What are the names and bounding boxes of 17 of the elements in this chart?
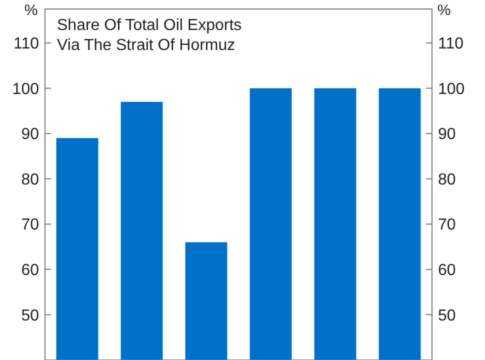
y2-tick-label: 70 [438,216,456,234]
y2-tick-label: 60 [438,262,456,280]
y2-axis-title: % [437,2,451,19]
y-axis-title: % [24,2,38,19]
y2-tick-label: 100 [438,80,465,98]
y2-tick-label: 50 [438,307,456,324]
y-tick-label: 90 [21,126,40,144]
y-tick-label: 50 [21,307,40,324]
y-tick-label: 80 [21,171,40,188]
y-tick-label: 60 [21,262,40,280]
y-tick-label: 110 [13,36,40,53]
y2-tick-label: 90 [438,126,456,144]
y2-tick-label: 80 [438,171,456,188]
text: Share Of Total Oil Exports Via The Strait Of Hormuz [57,17,242,54]
y-tick-label: 70 [21,216,40,234]
y2-tick-label: 110 [438,36,464,53]
y-tick-label: 100 [12,80,40,98]
